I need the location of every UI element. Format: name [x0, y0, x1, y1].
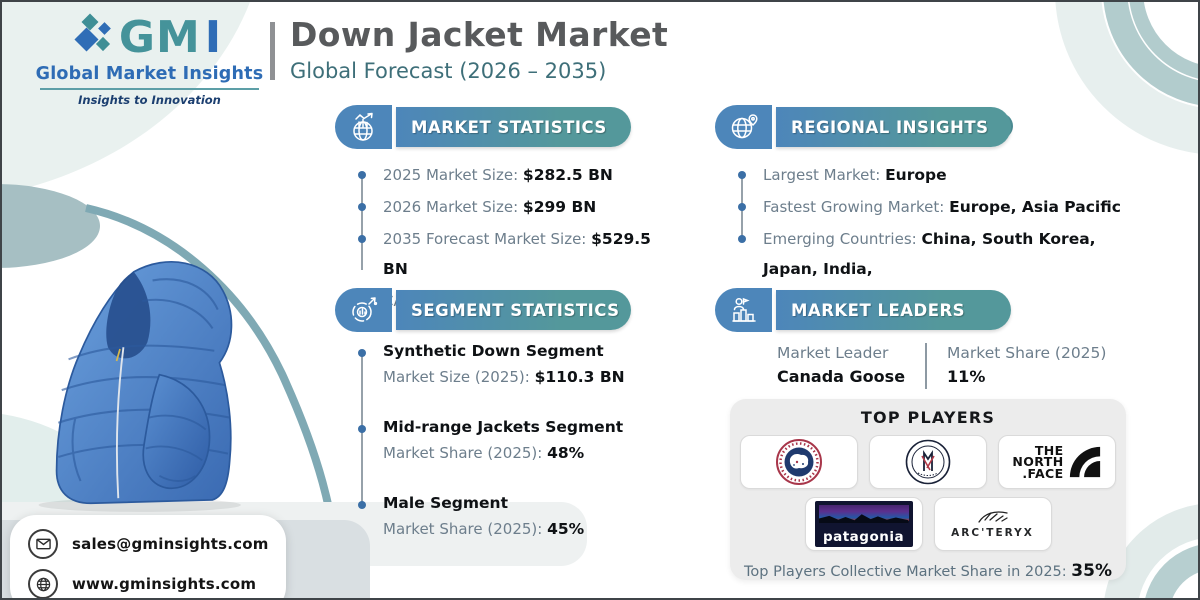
top-players-footer: Top Players Collective Market Share in 2…	[744, 561, 1112, 581]
contact-email[interactable]: sales@gminsights.com	[72, 535, 269, 553]
section-title: REGIONAL INSIGHTS	[791, 117, 989, 137]
market-leader-summary: Market Leader Canada Goose Market Share …	[777, 341, 1106, 389]
segment-item: Male Segment Market Share (2025): 45%	[358, 490, 678, 542]
share-value: 11%	[947, 367, 986, 386]
globe-icon	[28, 569, 58, 598]
gmi-diamonds-icon	[74, 13, 115, 62]
section-regional-insights-header: REGIONAL INSIGHTS	[715, 105, 1011, 149]
segment-item: Synthetic Down Segment Market Size (2025…	[358, 338, 678, 390]
region-item: Fastest Growing Market: Europe, Asia Pac…	[738, 192, 1158, 222]
segment-item: Mid-range Jackets Segment Market Share (…	[358, 414, 678, 466]
section-market-statistics-header: MARKET STATISTICS	[335, 105, 631, 149]
regional-insights-list: Largest Market: Europe Fastest Growing M…	[738, 160, 1158, 286]
globe-pin-icon	[715, 105, 772, 149]
gmi-mark-i: I	[204, 12, 223, 63]
leader-divider	[925, 343, 928, 389]
contact-website[interactable]: www.gminsights.com	[72, 575, 257, 593]
canada-goose-logo	[740, 435, 858, 489]
section-market-leaders-header: MARKET LEADERS	[715, 288, 1011, 332]
patagonia-logo: patagonia	[804, 497, 923, 551]
the-north-face-logo: THE NORTH .FACE	[998, 435, 1116, 489]
title-block: Down Jacket Market Global Forecast (2026…	[270, 14, 668, 83]
share-label: Market Share (2025)	[947, 344, 1107, 362]
market-share-col: Market Share (2025) 11%	[947, 341, 1106, 389]
section-title: SEGMENT STATISTICS	[411, 300, 620, 320]
contact-card: sales@gminsights.com www.gminsights.com	[10, 515, 286, 598]
section-title: MARKET STATISTICS	[411, 117, 607, 137]
section-segment-statistics-header: SEGMENT STATISTICS	[335, 288, 631, 332]
brand-name: Global Market Insights	[35, 64, 264, 84]
page-subtitle: Global Forecast (2026 – 2035)	[290, 59, 607, 83]
contact-email-row[interactable]: sales@gminsights.com	[28, 524, 286, 564]
leader-value: Canada Goose	[777, 367, 906, 386]
north-face-dome-icon	[1069, 446, 1100, 478]
moncler-logo	[869, 435, 987, 489]
region-item: Largest Market: Europe	[738, 160, 1158, 190]
region-item: Emerging Countries: China, South Korea, …	[738, 224, 1115, 284]
page-title: Down Jacket Market	[290, 15, 669, 54]
top-players-title: TOP PLAYERS	[860, 408, 996, 427]
gmi-logo: GM I Global Market Insights Insights to I…	[22, 12, 277, 108]
brand-rule	[40, 88, 259, 90]
down-jacket-image	[38, 260, 241, 512]
globe-chart-icon	[335, 105, 392, 149]
top-players-panel: TOP PLAYERS	[730, 399, 1126, 581]
market-leader-col: Market Leader Canada Goose	[777, 341, 905, 389]
segment-statistics-list: Synthetic Down Segment Market Size (2025…	[358, 338, 678, 566]
leader-podium-icon	[715, 288, 772, 332]
arcteryx-logo: ARC'TERYX	[933, 497, 1052, 551]
brand-tagline: Insights to Innovation	[78, 93, 221, 107]
contact-website-row[interactable]: www.gminsights.com	[28, 564, 286, 598]
stat-item: 2025 Market Size: $282.5 BN	[358, 160, 668, 190]
stat-item: 2035 Forecast Market Size: $529.5 BN	[358, 224, 668, 284]
section-title: MARKET LEADERS	[791, 300, 966, 320]
donut-chart-icon	[335, 288, 392, 332]
leader-label: Market Leader	[777, 344, 889, 362]
stat-item: 2026 Market Size: $299 BN	[358, 192, 668, 222]
title-accent-bar	[270, 22, 275, 80]
gmi-mark-gm: GM	[118, 12, 201, 63]
email-icon	[28, 529, 58, 559]
arcteryx-bird-icon	[977, 511, 1008, 523]
